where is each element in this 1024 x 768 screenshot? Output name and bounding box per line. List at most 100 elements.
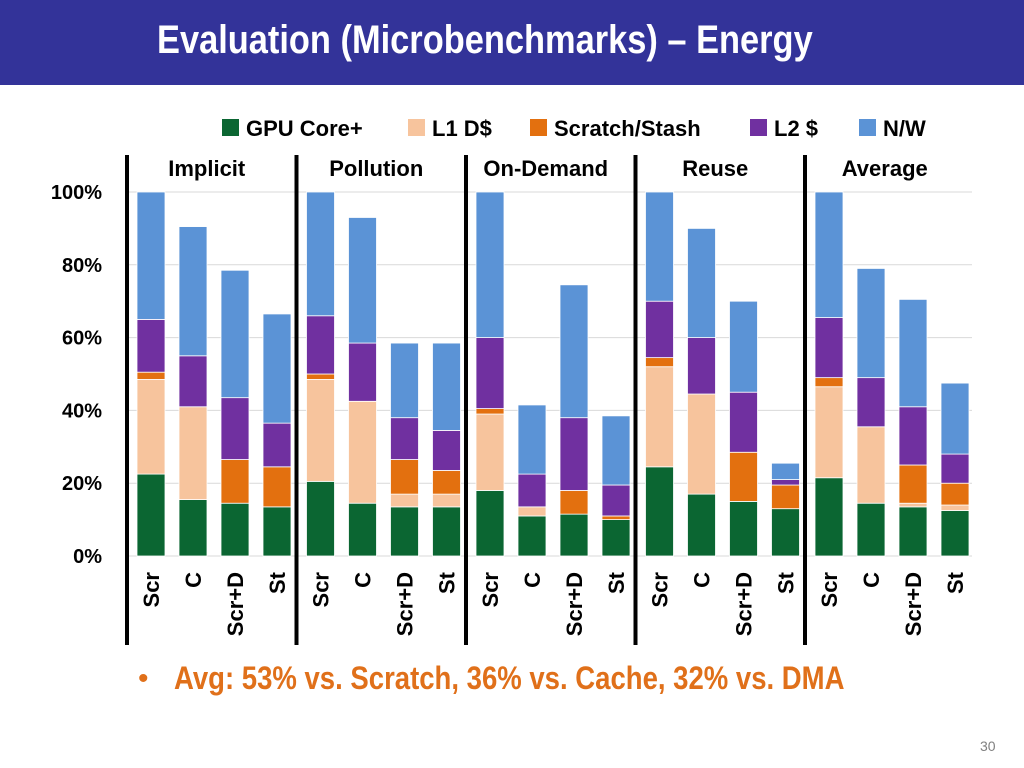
legend-swatch-l2 <box>750 119 767 136</box>
bar-segment-l1 <box>475 413 505 491</box>
bar-segment-nw <box>220 269 250 399</box>
bar-segment-nw <box>475 191 505 339</box>
bar-segment-scratch_stash <box>814 377 844 388</box>
summary-bullet: Avg: 53% vs. Scratch, 36% vs. Cache, 32%… <box>174 660 845 696</box>
bar-segment-l2 <box>601 484 631 517</box>
bar-segment-gpu_core <box>601 519 631 557</box>
bar-segment-l2 <box>475 337 505 409</box>
bar-segment-gpu_core <box>136 473 166 557</box>
bar-label: Scr+D <box>223 572 248 636</box>
bar-segment-nw <box>432 342 461 431</box>
bar-segment-scratch_stash <box>136 371 166 380</box>
legend-label-l2: L2 $ <box>774 116 818 141</box>
y-tick-label: 0% <box>73 546 102 568</box>
bar-segment-l2 <box>220 397 250 460</box>
bar-segment-scratch_stash <box>262 466 292 508</box>
y-tick-label: 80% <box>62 255 102 277</box>
bar-segment-l1 <box>814 386 844 479</box>
bar-segment-gpu_core <box>814 477 844 557</box>
bar-segment-gpu_core <box>517 515 547 557</box>
bar-segment-gpu_core <box>306 480 335 557</box>
bar-segment-scratch_stash <box>601 515 631 520</box>
bar-segment-l1 <box>687 393 716 495</box>
bar-segment-scratch_stash <box>645 357 674 368</box>
bar-segment-l2 <box>432 430 461 471</box>
bar-segment-nw <box>348 217 377 344</box>
bar-segment-gpu_core <box>475 490 505 557</box>
y-tick-label: 40% <box>62 400 102 422</box>
page-number: 30 <box>980 738 996 754</box>
legend-swatch-nw <box>859 119 876 136</box>
bar-segment-gpu_core <box>729 500 758 557</box>
bar-segment-l1 <box>645 366 674 468</box>
bar-segment-scratch_stash <box>898 464 928 504</box>
bar-segment-l1 <box>898 502 928 508</box>
bar-segment-scratch_stash <box>432 470 461 495</box>
bar-segment-nw <box>940 382 970 455</box>
energy-chart: 0% 20% 40% 60% 80% 100% GPU Core+ L1 D$ Scratch/… <box>51 116 972 645</box>
bar-segment-nw <box>178 226 208 357</box>
y-tick-label: 60% <box>62 328 102 350</box>
legend-label-nw: N/W <box>883 116 926 141</box>
bar-label: Scr <box>648 572 673 608</box>
bar-segment-scratch_stash <box>559 490 589 515</box>
bar-segment-scratch_stash <box>475 408 505 415</box>
bar-label: C <box>690 572 715 588</box>
bar-segment-scratch_stash <box>390 459 419 495</box>
bar-segment-l2 <box>940 453 970 484</box>
bar-segment-scratch_stash <box>306 373 335 380</box>
bar-segment-nw <box>771 462 800 480</box>
bar-segment-l2 <box>136 318 166 373</box>
bar-segment-gpu_core <box>390 506 419 557</box>
bar-segment-nw <box>814 191 844 318</box>
legend-label-scratch_stash: Scratch/Stash <box>554 116 701 141</box>
legend-swatch-l1 <box>408 119 425 136</box>
bar-segment-scratch_stash <box>220 459 250 504</box>
bullet-dot: • <box>138 662 149 695</box>
bar-segment-scratch_stash <box>771 484 800 510</box>
bar-segment-gpu_core <box>898 506 928 557</box>
bar-segment-scratch_stash <box>729 451 758 502</box>
bar-segment-nw <box>898 298 928 408</box>
bar-segment-l1 <box>178 406 208 500</box>
legend-label-gpu_core: GPU Core+ <box>246 116 363 141</box>
bar-segment-gpu_core <box>687 493 716 557</box>
legend-swatch-scratch_stash <box>530 119 547 136</box>
bar-label: St <box>435 571 460 594</box>
bar-segment-l1 <box>348 400 377 504</box>
bar-label: Scr+D <box>562 572 587 636</box>
bar-segment-nw <box>856 268 886 379</box>
bar-label: C <box>351 572 376 588</box>
bar-label: St <box>943 571 968 594</box>
bar-label: C <box>520 572 545 588</box>
bar-segment-nw <box>645 191 674 302</box>
bar-segment-nw <box>390 342 419 419</box>
bar-segment-nw <box>729 300 758 393</box>
bar-segment-gpu_core <box>220 502 250 557</box>
bar-segment-l1 <box>390 493 419 508</box>
bar-segment-l2 <box>814 317 844 379</box>
legend-label-l1: L1 D$ <box>432 116 492 141</box>
bar-segment-nw <box>687 227 716 338</box>
bar-segment-l2 <box>559 417 589 491</box>
bar-segment-gpu_core <box>559 513 589 557</box>
bar-segment-l2 <box>348 342 377 402</box>
bar-segment-l1 <box>306 379 335 482</box>
bar-segment-l2 <box>771 479 800 486</box>
bar-segment-gpu_core <box>940 510 970 557</box>
group-label: Pollution <box>329 156 423 181</box>
bar-segment-gpu_core <box>856 502 886 557</box>
bar-label: St <box>774 571 799 594</box>
bar-label: C <box>181 572 206 588</box>
bar-segment-nw <box>306 191 335 317</box>
bar-segment-l2 <box>306 315 335 375</box>
bar-segment-l2 <box>262 422 292 468</box>
y-tick-label: 100% <box>51 182 102 204</box>
bar-segment-gpu_core <box>432 506 461 557</box>
bar-label: Scr+D <box>732 572 757 636</box>
bar-segment-l2 <box>687 337 716 395</box>
bar-segment-gpu_core <box>771 508 800 557</box>
bar-segment-l1 <box>136 379 166 475</box>
bar-segment-l2 <box>856 377 886 428</box>
bar-label: Scr <box>817 572 842 608</box>
